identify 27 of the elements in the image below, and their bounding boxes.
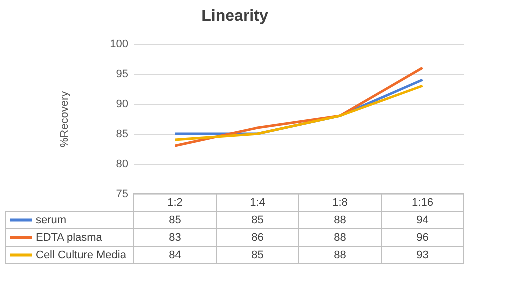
- data-label: 86: [252, 232, 264, 244]
- data-label: 88: [334, 214, 346, 226]
- legend-label: Cell Culture Media: [36, 249, 128, 262]
- y-tick-label: 80: [116, 158, 128, 170]
- data-label: 85: [252, 249, 264, 262]
- x-tick-label: 1:2: [168, 196, 183, 209]
- legend-label: serum: [36, 214, 67, 226]
- data-label: 83: [169, 232, 182, 244]
- x-tick-label: 1:8: [332, 196, 348, 209]
- legend-label: EDTA plasma: [36, 232, 104, 244]
- data-label: 94: [416, 214, 429, 226]
- data-label: 84: [169, 249, 182, 262]
- data-label: 88: [334, 249, 346, 262]
- y-tick-label: 85: [116, 128, 128, 140]
- data-label: 88: [334, 232, 346, 244]
- x-tick-label: 1:16: [412, 196, 434, 209]
- y-tick-label: 95: [116, 68, 128, 80]
- data-label: 96: [416, 232, 429, 244]
- y-tick-label: 75: [116, 188, 128, 200]
- chart-title: Linearity: [202, 8, 268, 25]
- data-label: 93: [416, 249, 429, 262]
- data-label: 85: [169, 214, 182, 226]
- x-tick-label: 1:4: [250, 196, 266, 209]
- y-tick-label: 100: [110, 38, 128, 50]
- data-label: 85: [252, 214, 264, 226]
- y-tick-label: 90: [116, 98, 128, 110]
- y-axis-title: %Recovery: [59, 90, 72, 148]
